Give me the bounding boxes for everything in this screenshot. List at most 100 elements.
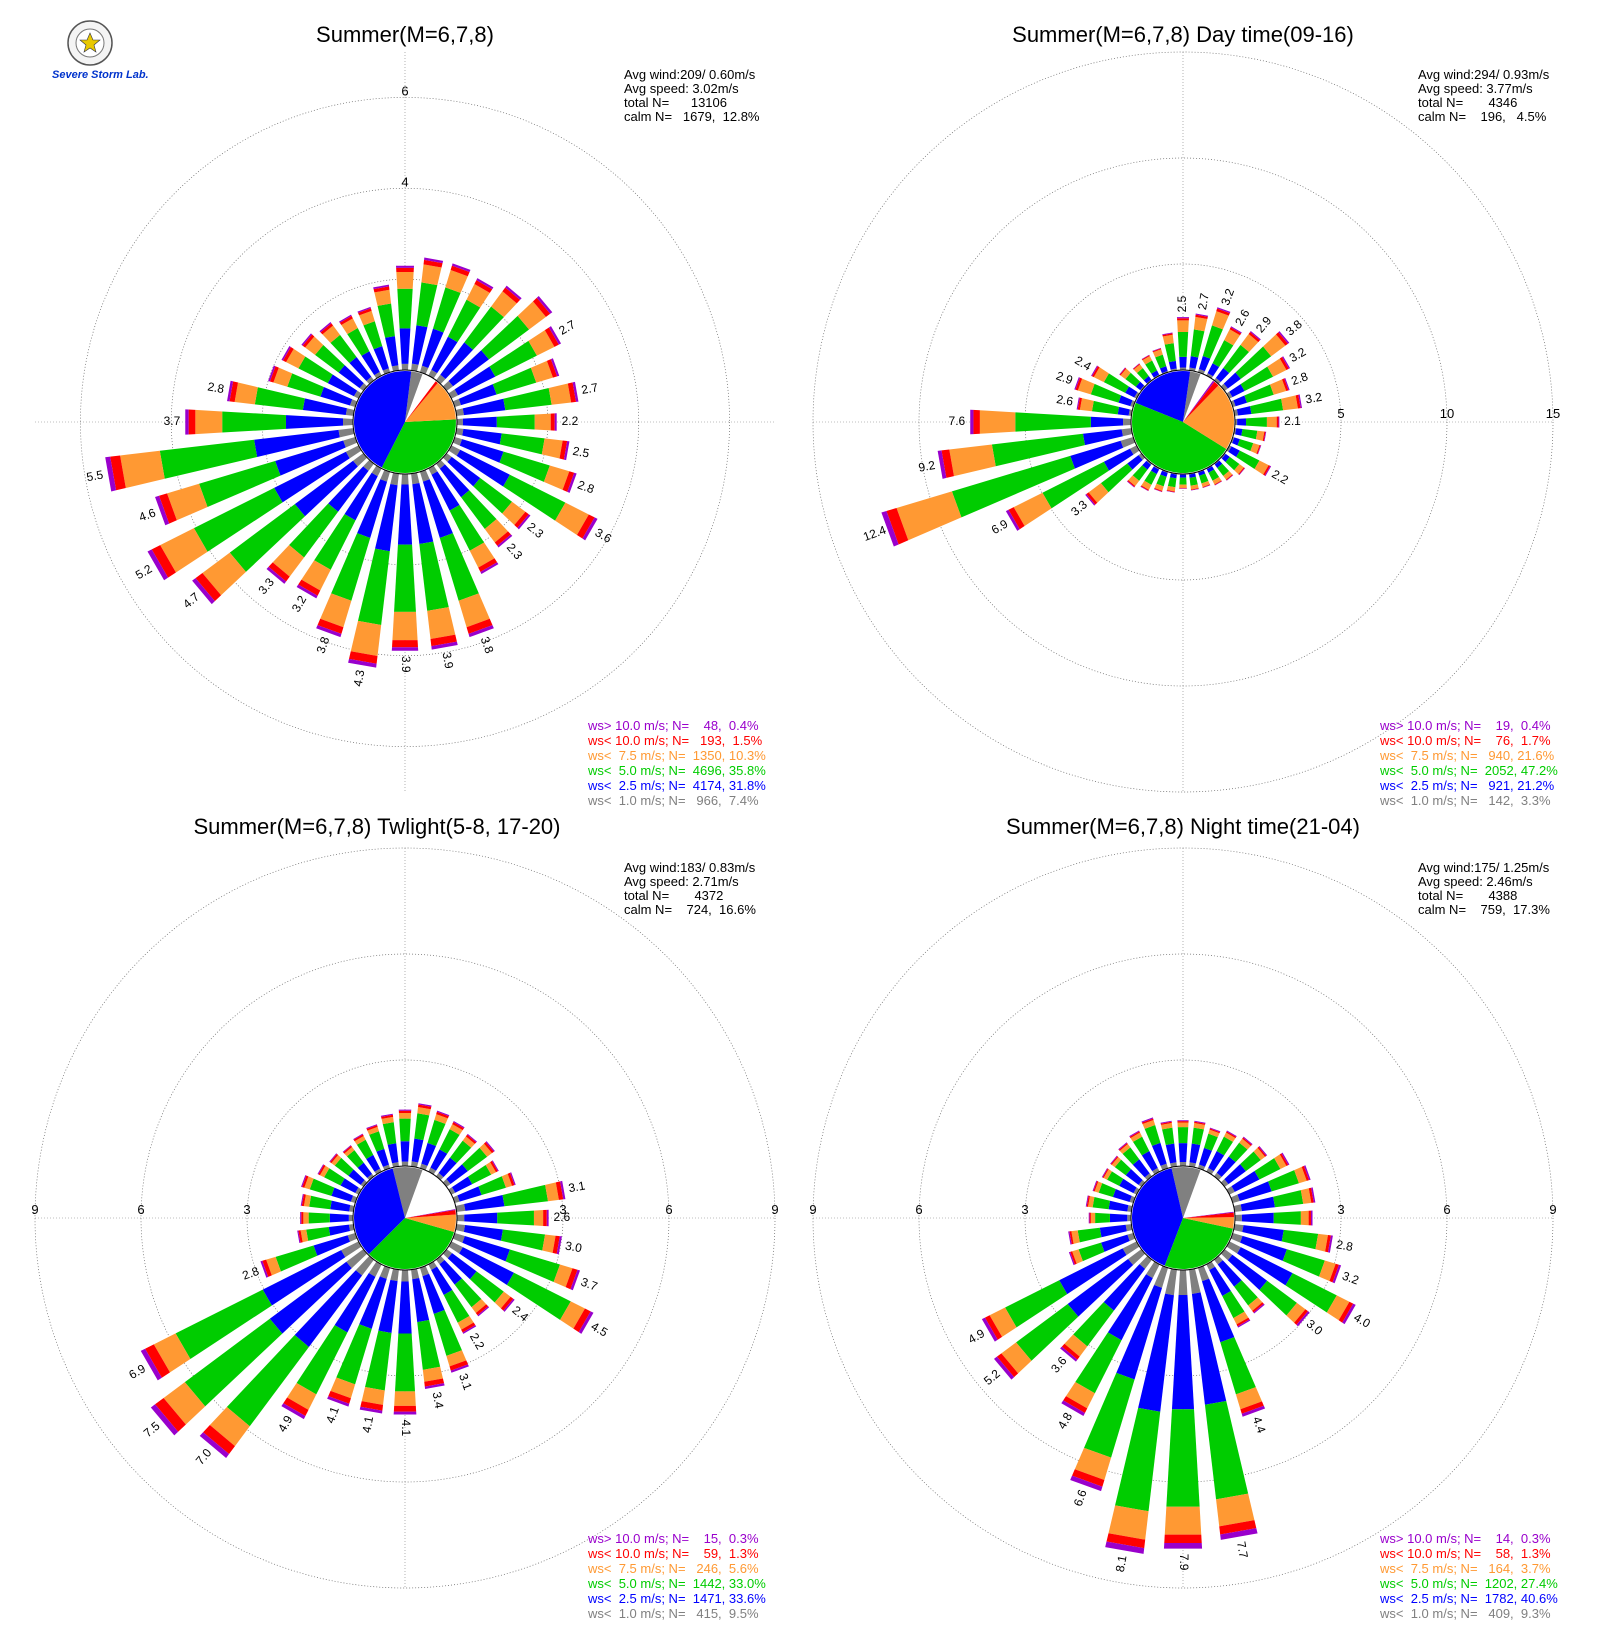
bar-segment-lt7_5 [545, 1182, 559, 1202]
calm-slice-lt5 [368, 1218, 455, 1269]
bar-segment-lt10 [1072, 1469, 1105, 1487]
bar-segment-lt7_5 [304, 1176, 314, 1190]
bar-segment-lt7_5 [494, 1291, 511, 1309]
bar-segment-lt2_5 [1067, 1258, 1134, 1317]
direction-bar-180 [391, 473, 419, 651]
bar-segment-lt1 [411, 1161, 419, 1168]
bar-segment-lt7_5 [344, 1147, 355, 1157]
direction-bar-80 [455, 381, 579, 416]
bar-segment-lt2_5 [1178, 1143, 1188, 1162]
legend-lt2-5: ws< 2.5 m/s; N= 1782, 40.6% [1379, 1591, 1558, 1606]
bar-segment-lt10 [559, 440, 568, 460]
bar-segment-lt7_5 [543, 465, 570, 490]
bar-segment-lt1 [1189, 1268, 1201, 1294]
bar-segment-lt10 [1238, 467, 1245, 475]
bar-total-label: 3.1 [567, 1178, 586, 1195]
bar-segment-lt2_5 [327, 374, 358, 397]
bar-segment-lt1 [436, 1172, 444, 1181]
calm-slice-lt10 [1183, 381, 1219, 422]
direction-bar-50 [1220, 1145, 1268, 1187]
bar-segment-lt10 [1089, 1212, 1091, 1224]
bar-segment-lt5 [1092, 1197, 1111, 1210]
bar-segment-lt2_5 [1231, 1171, 1260, 1192]
legend-lt2-5: ws< 2.5 m/s; N= 4174, 31.8% [587, 778, 766, 793]
bar-segment-lt1 [341, 1241, 362, 1258]
bar-segment-gt10 [505, 285, 522, 300]
bar-segment-lt7_5 [446, 1350, 467, 1367]
bar-segment-gt10 [1332, 1264, 1342, 1284]
bar-segment-lt10 [565, 1268, 578, 1290]
bar-segment-lt10 [1209, 1128, 1221, 1134]
bar-segment-lt1 [401, 1269, 409, 1282]
bar-segment-lt1 [1214, 377, 1221, 385]
bar-segment-gt10 [1076, 397, 1080, 410]
bar-segment-lt10 [1308, 1210, 1311, 1226]
bar-segment-lt5 [1202, 325, 1223, 359]
bar-segment-lt10 [1194, 1121, 1206, 1125]
bar-total-label: 5.5 [85, 467, 104, 484]
bar-segment-gt10 [366, 1124, 378, 1129]
bar-segment-lt2_5 [1109, 1213, 1128, 1223]
bar-segment-lt10 [430, 634, 457, 647]
bar-segment-lt10 [466, 618, 493, 634]
bar-segment-lt5 [499, 433, 545, 455]
bar-segment-gt10 [431, 641, 458, 650]
bar-segment-lt2_5 [1241, 1212, 1274, 1224]
bar-segment-gt10 [582, 517, 598, 541]
bar-segment-gt10 [1141, 1117, 1154, 1123]
bar-segment-lt5 [1234, 1280, 1258, 1306]
bar-segment-lt1 [1230, 400, 1236, 408]
bar-segment-lt5 [1236, 450, 1260, 469]
stats-box: Avg wind:175/ 1.25m/s Avg speed: 2.46m/s… [1418, 860, 1550, 917]
bar-segment-lt7_5 [491, 291, 517, 318]
direction-bar-240 [140, 1241, 362, 1381]
bar-segment-gt10 [1166, 490, 1175, 493]
bar-segment-lt10 [1240, 1401, 1264, 1414]
bar-segment-lt7_5 [434, 1114, 448, 1124]
bar-segment-lt2_5 [399, 328, 411, 364]
bar-total-label: 2.9 [1054, 369, 1075, 388]
bar-segment-lt10 [1295, 394, 1301, 409]
bar-segment-lt10 [1133, 363, 1141, 370]
bar-segment-lt5 [399, 1118, 411, 1142]
bar-segment-lt5 [1107, 1171, 1124, 1186]
bar-segment-gt10 [1070, 1475, 1103, 1492]
bar-segment-lt2_5 [1150, 466, 1160, 475]
bar-segment-lt7_5 [1154, 483, 1164, 491]
grid-ring [1024, 263, 1342, 581]
bar-segment-lt2_5 [1090, 416, 1124, 428]
bar-segment-lt2_5 [447, 1253, 477, 1280]
bar-segment-lt2_5 [361, 351, 380, 376]
bar-segment-gt10 [317, 1164, 324, 1175]
bar-segment-lt2_5 [454, 366, 496, 396]
bar-segment-lt7_5 [1193, 316, 1208, 332]
r-tick-label: 9 [31, 1202, 38, 1217]
bar-segment-lt7_5 [528, 330, 555, 356]
bar-segment-gt10 [467, 1133, 478, 1143]
bar-segment-lt1 [1133, 1187, 1140, 1195]
bar-segment-lt2_5 [357, 1162, 373, 1178]
bar-segment-lt1 [360, 1180, 368, 1187]
bar-segment-lt1 [1146, 459, 1152, 465]
bar-segment-lt7_5 [542, 1234, 556, 1253]
bar-segment-lt7_5 [1300, 1210, 1309, 1226]
bar-segment-gt10 [1238, 467, 1246, 476]
bar-total-label: 8.1 [1113, 1554, 1130, 1573]
legend-gt10: ws> 10.0 m/s; N= 48, 0.4% [587, 718, 759, 733]
direction-bar-180 [1179, 473, 1187, 489]
bar-segment-lt10 [317, 618, 344, 634]
bar-segment-lt5 [1005, 1280, 1068, 1328]
direction-bar-110 [452, 436, 577, 493]
bar-segment-gt10 [453, 1121, 465, 1129]
bar-segment-gt10 [1230, 326, 1242, 334]
bar-segment-lt2_5 [1206, 466, 1215, 473]
bar-segment-lt10 [318, 1164, 326, 1176]
bar-segment-lt7_5 [319, 1165, 330, 1178]
bar-segment-gt10 [1129, 1130, 1140, 1137]
bar-segment-lt1 [363, 459, 374, 471]
bar-segment-lt10 [360, 1401, 384, 1411]
bar-segment-lt7_5 [1179, 484, 1187, 488]
calm-pie [352, 1165, 458, 1271]
bar-segment-gt10 [296, 584, 318, 599]
